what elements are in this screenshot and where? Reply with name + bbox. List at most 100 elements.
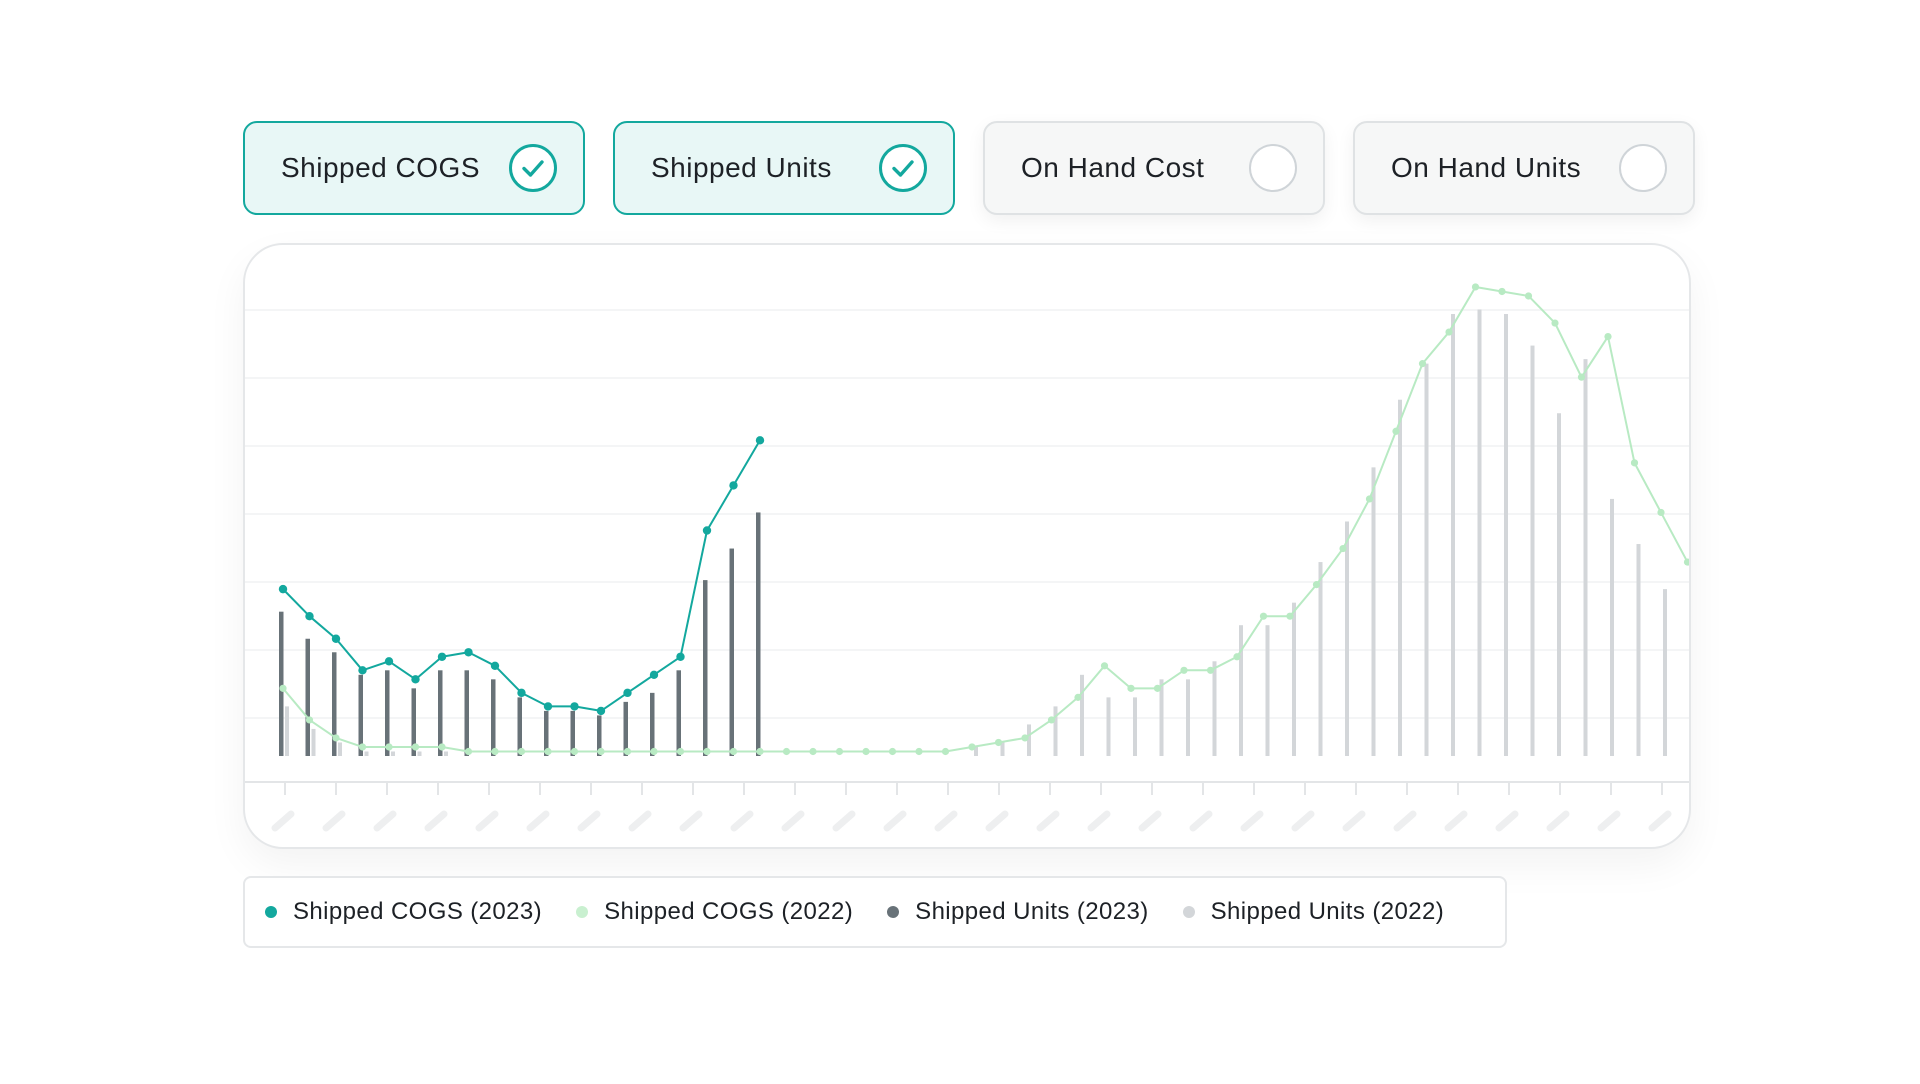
bar-units-2023 [676,670,681,756]
toggle-on-hand-units[interactable]: On Hand Units [1353,121,1695,215]
cogs-2022-point [332,734,340,742]
bar-units-2022 [1477,309,1482,756]
cogs-2022-point [570,747,579,756]
bar-units-2023 [729,548,734,756]
cogs-2022-point [1418,360,1427,368]
cogs-2022-point [1047,716,1056,724]
x-tick-label-placeholder [1546,810,1570,832]
cogs-2023-point [649,670,659,680]
bar-units-2022 [1080,674,1084,756]
bar-units-2022 [1212,661,1217,756]
bar-units-2022 [417,751,422,756]
bar-units-2023 [623,701,628,756]
legend-label: Shipped Units (2023) [915,898,1149,925]
legend-item-units-2023[interactable]: Shipped Units (2023) [887,898,1148,926]
bar-units-2022 [1530,345,1535,756]
cogs-2023-point [623,688,632,698]
cogs-2022-point [756,747,764,756]
bar-units-2022 [338,742,342,756]
x-tick-label-placeholder [1495,810,1519,832]
toggle-label: On Hand Cost [1021,152,1205,183]
bar-units-2022 [1133,697,1137,756]
bar-units-2023 [756,512,761,756]
cogs-2022-point [782,747,791,756]
x-tick-label-placeholder [1138,810,1162,832]
cogs-2022-point [438,743,446,751]
x-tick-label-placeholder [1189,810,1213,832]
toggle-label: Shipped COGS [281,152,480,183]
cogs-2022-point [1577,373,1586,381]
cogs-2022-point [941,747,950,756]
legend-item-cogs-2022[interactable]: Shipped COGS (2022) [576,898,853,926]
x-tick-label-placeholder [781,810,805,832]
cogs-2022-point [1445,328,1453,336]
bar-units-2023 [305,638,310,756]
cogs-2022-point [703,747,711,756]
cogs-2022-point [1339,544,1347,553]
legend-item-units-2022[interactable]: Shipped Units (2022) [1182,898,1444,926]
cogs-2022-point [1551,319,1559,327]
cogs-2022-point [517,747,526,756]
toggle-shipped-cogs[interactable]: Shipped COGS [243,121,585,215]
toggle-shipped-units[interactable]: Shipped Units [613,121,955,215]
cogs-2022-point [1365,495,1374,503]
bar-units-2023 [332,652,337,756]
cogs-2023-point [729,481,738,490]
cogs-2022-point [1471,283,1480,291]
cogs-2022-point [1153,684,1162,692]
cogs-2022-point [1074,693,1082,701]
x-tick-label-placeholder [1087,810,1111,832]
cogs-2022-point [491,747,499,756]
cogs-2022-point [623,747,632,756]
cogs-2022-point [1259,612,1268,620]
cogs-2023-point [305,611,314,621]
cogs-2022-point [1630,459,1639,467]
bar-units-2022 [1557,413,1561,756]
cogs-2023-point [437,652,447,661]
cogs-2023-point [676,652,685,661]
bar-units-2022 [1663,589,1667,756]
legend-label: Shipped COGS (2022) [604,898,854,925]
cogs-2022-point [968,743,976,751]
bar-units-2022 [1424,363,1429,756]
bar-units-2023 [491,679,496,756]
cogs-2022-point [1392,427,1400,435]
cogs-2022-point [809,747,817,756]
empty-circle-icon [1619,144,1667,192]
cogs-2022-point [676,747,685,756]
cogs-2022-point [597,747,605,756]
bar-units-2022 [1371,467,1376,756]
bar-units-2022 [1186,679,1190,756]
x-tick-label-placeholder [985,810,1009,832]
cogs-2022-point [358,743,367,751]
bar-units-2023 [570,710,575,756]
x-tick-label-placeholder [1648,810,1672,832]
cogs-2022-point [1127,684,1135,692]
bar-units-2023 [464,670,469,756]
cogs-2022-point [544,747,552,756]
toggle-on-hand-cost[interactable]: On Hand Cost [983,121,1325,215]
bar-units-2022 [444,751,448,756]
legend-item-cogs-2023[interactable]: Shipped COGS (2023) [265,898,542,926]
cogs-2022-point [1100,662,1109,670]
bar-units-2022 [1451,314,1455,756]
bar-units-2022 [1292,602,1296,756]
cogs-2022-point [385,743,393,751]
cogs-2022-point [1233,653,1241,661]
cogs-2022-point [1286,612,1294,620]
bar-units-2022 [1265,625,1270,756]
cogs-2022-point [411,743,420,751]
cogs-2023-point [755,436,765,445]
cogs-2022-point [1180,666,1188,674]
legend-dot [576,906,589,918]
bar-units-2022 [1504,314,1508,756]
legend-dot [887,906,900,918]
cogs-2023-point [411,675,420,684]
bar-units-2022 [364,751,369,756]
bar-units-2023 [597,715,602,756]
bar-units-2022 [311,728,316,756]
cogs-2023-point [331,634,341,643]
cogs-2022-point [1498,287,1506,296]
bar-units-2023 [703,580,708,756]
x-tick-label-placeholder [271,810,295,832]
